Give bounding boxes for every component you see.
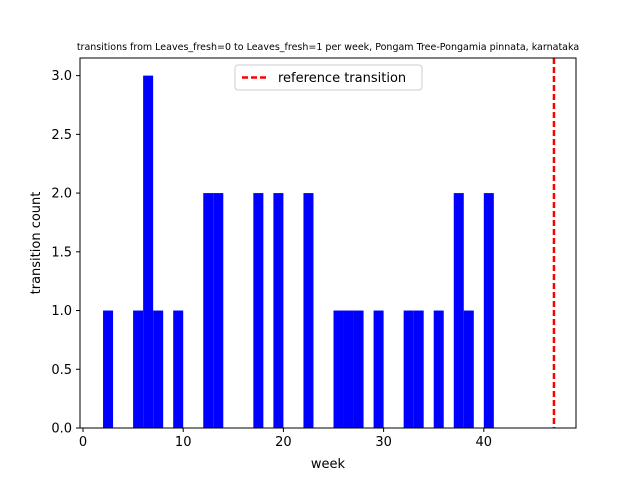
y-tick-label: 0.5 xyxy=(51,363,72,378)
y-axis-ticks: 0.0 0.5 1.0 1.5 2.0 2.5 3.0 xyxy=(51,69,80,437)
histogram-bar xyxy=(213,193,224,428)
y-axis-label: transition count xyxy=(29,192,44,295)
histogram-bar xyxy=(173,310,184,428)
x-tick-label: 10 xyxy=(175,435,192,450)
x-tick-label: 40 xyxy=(476,435,493,450)
x-axis-label: week xyxy=(311,457,346,472)
y-tick-label: 1.5 xyxy=(51,245,72,260)
histogram-bar xyxy=(413,310,424,428)
y-tick-label: 1.0 xyxy=(51,304,72,319)
bars-group xyxy=(103,75,494,428)
chart-title: transitions from Leaves_fresh=0 to Leave… xyxy=(77,42,579,53)
x-tick-label: 0 xyxy=(79,435,87,450)
histogram-bar xyxy=(303,193,314,428)
histogram-bar xyxy=(273,193,284,428)
histogram-bar xyxy=(463,310,474,428)
x-axis-ticks: 0 10 20 30 40 xyxy=(79,428,492,450)
plot-frame xyxy=(79,57,577,429)
histogram-bar xyxy=(103,310,114,428)
histogram-bar xyxy=(343,310,354,428)
y-tick-label: 2.0 xyxy=(51,187,72,202)
histogram-bar xyxy=(333,310,344,428)
x-tick-label: 20 xyxy=(275,435,292,450)
histogram-bar xyxy=(433,310,444,428)
histogram-bar xyxy=(143,75,154,428)
legend: reference transition xyxy=(234,64,423,91)
histogram-bar xyxy=(373,310,384,428)
legend-entry-reference-transition: reference transition xyxy=(278,71,406,86)
histogram-bar xyxy=(133,310,144,428)
histogram-bar xyxy=(453,193,464,428)
legend-box xyxy=(234,64,423,91)
histogram-bar xyxy=(203,193,214,428)
x-tick-label: 30 xyxy=(375,435,392,450)
histogram-bar xyxy=(483,193,494,428)
histogram-bar xyxy=(153,310,164,428)
y-tick-label: 2.5 xyxy=(51,128,72,143)
histogram-bar xyxy=(403,310,414,428)
histogram-bar xyxy=(353,310,364,428)
y-tick-label: 3.0 xyxy=(51,69,72,84)
y-tick-label: 0.0 xyxy=(51,422,72,437)
histogram-bar xyxy=(253,193,264,428)
